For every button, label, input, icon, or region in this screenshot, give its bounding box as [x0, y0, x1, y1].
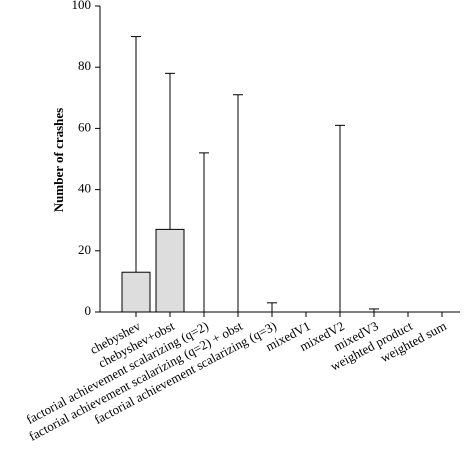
y-tick-label: 20 [78, 242, 91, 257]
y-tick-label: 100 [72, 0, 92, 12]
y-tick-label: 40 [78, 181, 91, 196]
y-tick-label: 80 [78, 58, 91, 73]
bar [121, 271, 151, 313]
y-tick-label: 0 [85, 303, 92, 318]
y-axis-label: Number of crashes [51, 108, 66, 212]
y-tick-label: 60 [78, 119, 91, 134]
bar [155, 228, 185, 313]
